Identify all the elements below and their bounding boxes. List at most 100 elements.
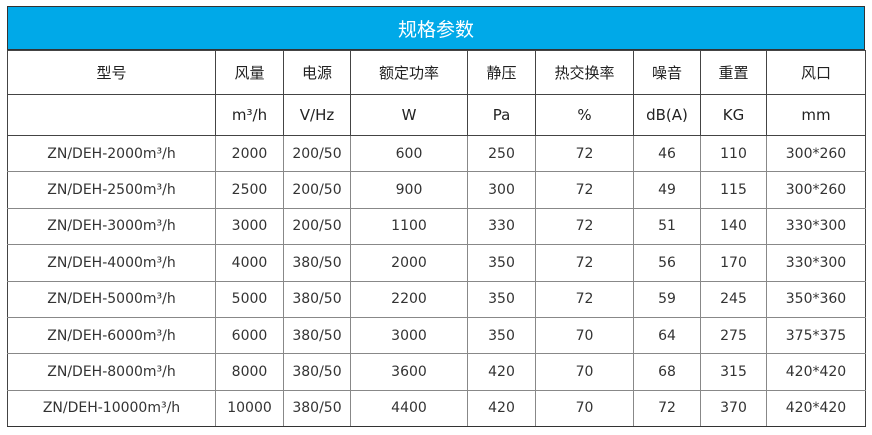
table-cell: 额定功率 [350, 50, 468, 95]
table-cell: ZN/DEH-4000m³/h [7, 244, 216, 282]
table-cell: Pa [467, 94, 536, 136]
table-cell: 72 [535, 280, 634, 318]
table-row: ZN/DEH-3000m³/h 3000 200/50 1100 330 72 51 140 3… [7, 207, 866, 246]
table-cell: 200/50 [283, 171, 351, 209]
table-cell: 72 [633, 389, 701, 428]
table-cell: 110 [700, 134, 767, 173]
table-cell: 热交换率 [535, 50, 634, 95]
table-cell: 600 [350, 134, 468, 173]
table-cell: 3000 [350, 316, 468, 355]
table-cell: 型号 [7, 50, 216, 95]
table-cell: 72 [535, 134, 634, 173]
table-title: 规格参数 [7, 6, 865, 50]
table-cell: 315 [700, 353, 767, 391]
table-cell: 380/50 [283, 353, 351, 391]
units-row: m³/h V/Hz W Pa% dB(A) KG mm [7, 94, 866, 136]
table-cell: 380/50 [283, 280, 351, 318]
table-cell: ZN/DEH-8000m³/h [7, 353, 216, 391]
table-cell: % [535, 94, 634, 136]
table-cell: ZN/DEH-5000m³/h [7, 280, 216, 318]
table-row: ZN/DEH-4000m³/h 4000 380/50 2000 350 72 56 170 3… [7, 244, 866, 282]
table-row: ZN/DEH-6000m³/h 6000 380/50 3000 350 70 64 275 3… [7, 316, 866, 355]
table-cell: 噪音 [633, 50, 701, 95]
table-cell: 1100 [350, 207, 468, 246]
table-cell: 8000 [215, 353, 284, 391]
table-cell: 10000 [215, 389, 284, 428]
table-cell: 静压 [467, 50, 536, 95]
table-cell: 64 [633, 316, 701, 355]
table-cell: 300 [467, 171, 536, 209]
table-cell: 49 [633, 171, 701, 209]
table-cell: 420*420 [766, 389, 866, 428]
spec-table-container: 规格参数 型号 风量 电源 额定功率 静压 热交换率 噪音 重置 风口 m³/h V/Hz W Pa% d… [7, 6, 866, 428]
header-row: 型号 风量 电源 额定功率 静压 热交换率 噪音 重置 风口 [7, 50, 866, 95]
table-cell: 电源 [283, 50, 351, 95]
table-cell: 245 [700, 280, 767, 318]
table-cell: 350*360 [766, 280, 866, 318]
table-cell: 2000 [350, 244, 468, 282]
table-cell: 68 [633, 353, 701, 391]
table-cell: mm [766, 94, 866, 136]
table-cell: 70 [535, 353, 634, 391]
table-cell: dB(A) [633, 94, 701, 136]
table-cell: ZN/DEH-3000m³/h [7, 207, 216, 246]
table-cell: ZN/DEH-2500m³/h [7, 171, 216, 209]
table-cell: 2500 [215, 171, 284, 209]
table-cell: 115 [700, 171, 767, 209]
table-cell: W [350, 94, 468, 136]
table-cell: ZN/DEH-6000m³/h [7, 316, 216, 355]
table-cell: 200/50 [283, 134, 351, 173]
table-cell: 170 [700, 244, 767, 282]
table-cell: 330*300 [766, 244, 866, 282]
table-cell: 250 [467, 134, 536, 173]
table-cell: 375*375 [766, 316, 866, 355]
table-cell: 3600 [350, 353, 468, 391]
table-row: ZN/DEH-2000m³/h 2000 200/50 600 250 72 46 110 30… [7, 134, 866, 173]
table-cell: 350 [467, 280, 536, 318]
table-cell: 420 [467, 353, 536, 391]
table-cell: 900 [350, 171, 468, 209]
table-cell: ZN/DEH-2000m³/h [7, 134, 216, 173]
table-cell: 140 [700, 207, 767, 246]
table-cell: 275 [700, 316, 767, 355]
table-cell: 370 [700, 389, 767, 428]
table-cell: 70 [535, 316, 634, 355]
table-cell: 5000 [215, 280, 284, 318]
table-cell: 72 [535, 171, 634, 209]
table-row: ZN/DEH-8000m³/h 8000 380/50 3600 420 70 68 315 4… [7, 353, 866, 391]
table-cell: 72 [535, 207, 634, 246]
table-cell: 72 [535, 244, 634, 282]
table-cell: 380/50 [283, 389, 351, 428]
table-cell: 350 [467, 316, 536, 355]
table-row: ZN/DEH-2500m³/h 2500 200/50 900 300 72 49 115 30… [7, 171, 866, 209]
table-cell: 56 [633, 244, 701, 282]
table-cell: 59 [633, 280, 701, 318]
table-cell: 风口 [766, 50, 866, 95]
table-cell: 70 [535, 389, 634, 428]
table-cell: 2000 [215, 134, 284, 173]
table-cell: 420*420 [766, 353, 866, 391]
table-cell: 300*260 [766, 134, 866, 173]
table-cell: 46 [633, 134, 701, 173]
table-cell: 4400 [350, 389, 468, 428]
table-cell: 420 [467, 389, 536, 428]
table-cell: 200/50 [283, 207, 351, 246]
table-cell: 2200 [350, 280, 468, 318]
table-cell [7, 94, 216, 136]
table-cell: 6000 [215, 316, 284, 355]
table-cell: 重置 [700, 50, 767, 95]
table-cell: 3000 [215, 207, 284, 246]
table-cell: 51 [633, 207, 701, 246]
table-cell: 330*300 [766, 207, 866, 246]
table-row: ZN/DEH-10000m³/h 10000 380/50 4400 420 70 72 37… [7, 389, 866, 428]
table-cell: 330 [467, 207, 536, 246]
table-cell: 4000 [215, 244, 284, 282]
table-cell: V/Hz [283, 94, 351, 136]
table-cell: 300*260 [766, 171, 866, 209]
table-cell: ZN/DEH-10000m³/h [7, 389, 216, 428]
table-cell: m³/h [215, 94, 284, 136]
table-cell: KG [700, 94, 767, 136]
table-cell: 380/50 [283, 244, 351, 282]
table-cell: 350 [467, 244, 536, 282]
table-cell: 380/50 [283, 316, 351, 355]
